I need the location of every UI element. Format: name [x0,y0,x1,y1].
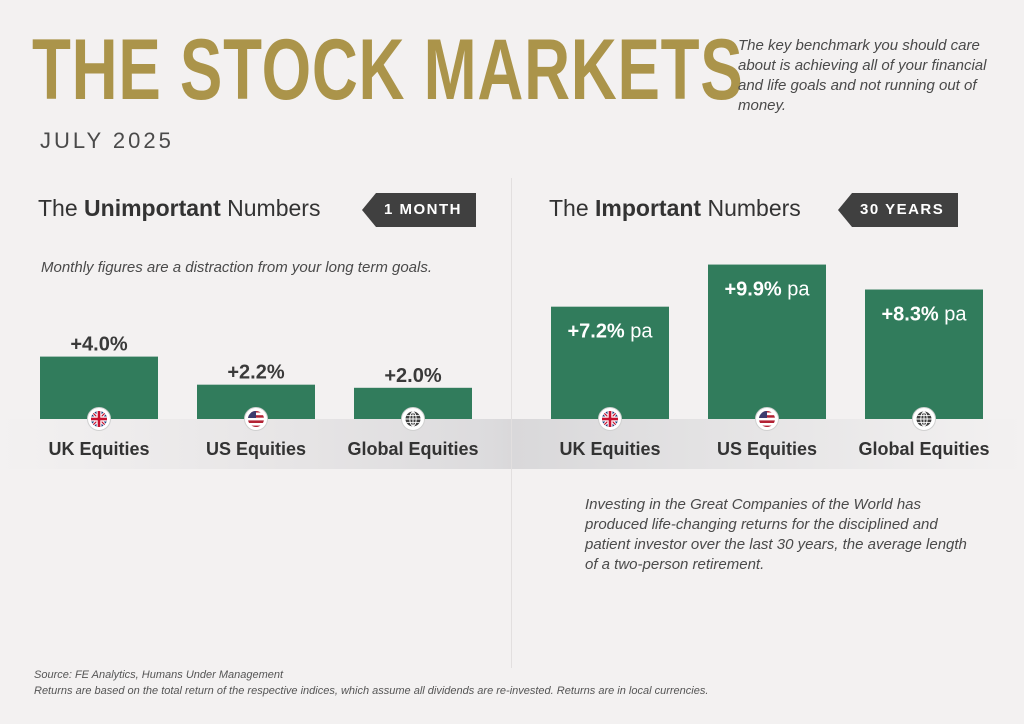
bar-1-1 [708,264,826,419]
us-flag-icon-1-1 [755,407,779,431]
category-label-0-2: Global Equities [347,439,478,459]
category-label-0-0: UK Equities [48,439,149,459]
left-section-heading: The Unimportant Numbers [38,195,321,221]
category-band [0,419,1024,469]
right-section-heading: The Important Numbers [549,195,801,221]
uk-flag-icon-0-0 [87,407,111,431]
globe-icon-1-2 [912,407,936,431]
source-note: Source: FE Analytics, Humans Under Manag… [34,669,284,681]
intro-text: The key benchmark you should care about … [738,37,987,114]
left-section-note: Monthly figures are a distraction from y… [41,259,433,276]
data-label-0-0: +4.0% [70,334,127,356]
section-divider [511,178,512,668]
data-label-0-1: +2.2% [227,362,284,384]
data-label-1-2: +8.3% pa [881,304,967,326]
data-label-0-2: +2.0% [384,365,441,387]
category-label-1-0: UK Equities [559,439,660,459]
us-flag-icon-0-1 [244,407,268,431]
category-label-1-2: Global Equities [858,439,989,459]
data-label-1-1: +9.9% pa [724,279,810,301]
category-label-0-1: US Equities [206,439,306,459]
period-tag-1-month: 1 MONTH [362,193,476,227]
uk-flag-icon-1-0 [598,407,622,431]
category-label-1-1: US Equities [717,439,817,459]
page-subtitle: JULY 2025 [40,128,174,153]
bar-1-0 [551,306,669,419]
right-section-note: Investing in the Great Companies of the … [585,496,967,573]
page-title: THE STOCK MARKETS [32,22,744,118]
bar-1-2 [865,289,983,419]
globe-icon-0-2 [401,407,425,431]
data-label-1-0: +7.2% pa [567,321,653,343]
period-tag-30-years: 30 YEARS [838,193,959,227]
disclaimer-note: Returns are based on the total return of… [34,685,709,697]
